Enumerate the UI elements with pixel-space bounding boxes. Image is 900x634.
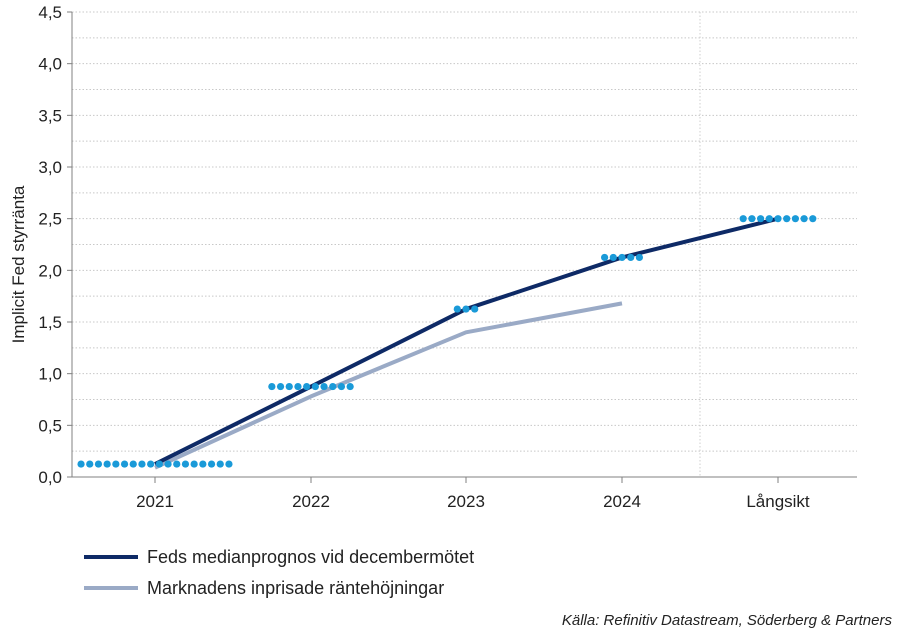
dot-point: [757, 215, 765, 223]
dot-point: [94, 460, 103, 468]
x-tick-label: 2021: [136, 492, 174, 511]
y-tick-label: 2,0: [38, 261, 62, 280]
dot-point: [765, 215, 773, 223]
dot-point: [77, 460, 85, 468]
dot-point: [303, 382, 311, 391]
x-tick-label: 2024: [603, 492, 641, 511]
dot-point: [462, 305, 470, 313]
dot-point: [285, 382, 293, 391]
y-tick-label: 4,5: [38, 3, 62, 22]
x-tick-label: Långsikt: [746, 492, 810, 511]
dot-point: [138, 460, 146, 468]
dot-point: [739, 215, 747, 223]
y-tick-label: 0,5: [38, 416, 62, 435]
dot-point: [155, 460, 163, 468]
dot-point: [609, 253, 617, 262]
dot-point: [268, 382, 276, 391]
dot-point: [311, 382, 319, 391]
dot-point: [809, 215, 817, 223]
dot-point: [627, 253, 635, 262]
x-tick-label: 2022: [292, 492, 330, 511]
dot-point: [635, 253, 644, 262]
dot-point: [601, 253, 609, 262]
legend-label: Feds medianprognos vid decembermötet: [147, 547, 474, 567]
dot-point: [199, 460, 207, 468]
dot-point: [164, 460, 172, 468]
y-axis-title: Implicit Fed styrränta: [9, 185, 28, 343]
dot-point: [207, 460, 216, 468]
dot-point: [120, 460, 129, 468]
dot-point: [337, 382, 346, 391]
dot-point: [748, 215, 756, 223]
series: [154, 216, 779, 470]
y-tick-label: 3,0: [38, 158, 62, 177]
dot-point: [320, 382, 328, 391]
y-tick-label: 1,5: [38, 313, 62, 332]
grid: [72, 11, 857, 477]
series-line-market-pricing: [154, 301, 623, 470]
dot-point: [618, 253, 626, 262]
dot-point: [276, 382, 285, 391]
source-note: Källa: Refinitiv Datastream, Söderberg &…: [562, 612, 893, 629]
y-tick-label: 4,0: [38, 55, 62, 74]
dot-plot: [77, 215, 817, 468]
dot-point: [791, 215, 800, 223]
dot-point: [294, 382, 302, 391]
dot-point: [181, 460, 190, 468]
dot-point: [147, 460, 155, 468]
dot-point: [783, 215, 791, 223]
x-tick-label: 2023: [447, 492, 485, 511]
dot-point: [112, 460, 120, 468]
dot-point: [86, 460, 94, 468]
y-tick-label: 0,0: [38, 468, 62, 487]
dot-point: [225, 460, 233, 468]
legend-label: Marknadens inprisade räntehöjningar: [147, 578, 444, 598]
dot-point: [190, 460, 198, 468]
y-tick-label: 2,5: [38, 210, 62, 229]
series-line-fed-median: [154, 216, 779, 466]
dot-point: [774, 215, 782, 223]
dot-point: [129, 460, 137, 468]
dot-point: [103, 460, 111, 468]
y-tick-label: 3,5: [38, 106, 62, 125]
dot-point: [453, 305, 461, 313]
legend: Feds medianprognos vid decembermötet Mark…: [84, 547, 474, 598]
dot-point: [173, 460, 181, 468]
dot-point: [471, 305, 479, 313]
axes: 0,0 0,5 1,0 1,5 2,0 2,5 3,0 3,5 4,0 4,5 2021 2022 20…: [9, 3, 857, 511]
dot-point: [346, 382, 354, 391]
y-tick-label: 1,0: [38, 365, 62, 384]
dot-point: [216, 460, 224, 468]
dot-point: [329, 382, 337, 391]
dot-point: [800, 215, 808, 223]
